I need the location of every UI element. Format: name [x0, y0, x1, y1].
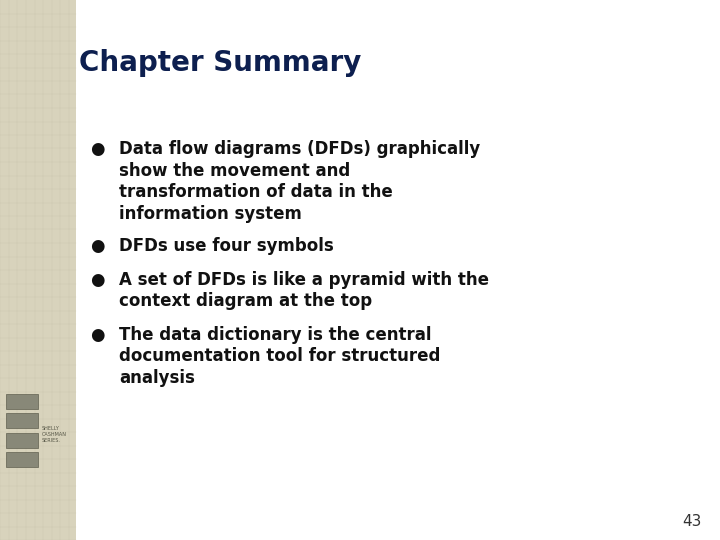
FancyBboxPatch shape	[6, 452, 38, 467]
FancyBboxPatch shape	[6, 433, 38, 448]
Text: DFDs use four symbols: DFDs use four symbols	[119, 237, 333, 255]
FancyBboxPatch shape	[0, 0, 76, 540]
Text: 43: 43	[683, 514, 702, 529]
Text: Chapter Summary: Chapter Summary	[79, 49, 361, 77]
Text: ●: ●	[90, 140, 104, 158]
Text: The data dictionary is the central
documentation tool for structured
analysis: The data dictionary is the central docum…	[119, 326, 440, 387]
Text: ●: ●	[90, 237, 104, 255]
Text: SHELLY
CASHMAN
SERIES.: SHELLY CASHMAN SERIES.	[42, 426, 67, 443]
Text: Data flow diagrams (DFDs) graphically
show the movement and
transformation of da: Data flow diagrams (DFDs) graphically sh…	[119, 140, 480, 223]
Text: ●: ●	[90, 271, 104, 289]
Text: A set of DFDs is like a pyramid with the
context diagram at the top: A set of DFDs is like a pyramid with the…	[119, 271, 489, 310]
Text: ●: ●	[90, 326, 104, 344]
FancyBboxPatch shape	[6, 413, 38, 428]
FancyBboxPatch shape	[6, 394, 38, 409]
